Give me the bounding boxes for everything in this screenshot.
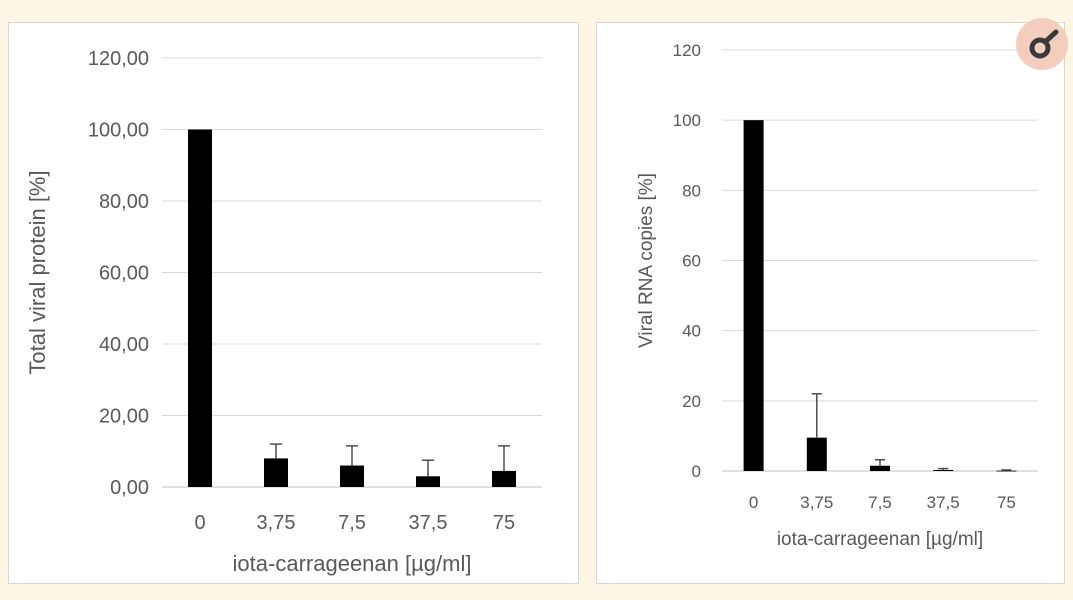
bar — [264, 458, 288, 487]
y-tick-label: 100 — [673, 111, 701, 130]
chart-panel-rna: 0 20 40 60 80 100 120 0 3,75 7,5 37,5 75 iota-carrag… — [596, 22, 1065, 584]
x-tick-label: 7,5 — [338, 512, 366, 534]
y-axis-title: Viral RNA copies [%] — [636, 173, 657, 348]
y-tick-label: 80 — [682, 181, 701, 200]
x-tick-label: 7,5 — [868, 493, 892, 512]
y-tick-label: 40,00 — [99, 334, 149, 356]
y-tick-label: 40 — [682, 322, 701, 341]
y-tick-label: 120,00 — [88, 48, 149, 70]
y-tick-label: 60,00 — [99, 263, 149, 285]
x-tick-label: 37,5 — [409, 512, 448, 534]
bar — [492, 470, 516, 487]
y-tick-label: 0 — [692, 462, 701, 481]
x-axis-title: iota-carrageenan [µg/ml] — [777, 529, 983, 550]
x-tick-label: 3,75 — [257, 512, 296, 534]
y-tick-label: 120 — [673, 41, 701, 60]
x-axis-title: iota-carrageenan [µg/ml] — [233, 551, 472, 576]
bar — [340, 465, 364, 487]
y-tick-label: 60 — [682, 251, 701, 270]
x-tick-label: 3,75 — [800, 493, 833, 512]
x-tick-label: 75 — [493, 512, 515, 534]
y-tick-label: 100,00 — [88, 120, 149, 142]
journal-logo-icon — [1016, 18, 1068, 70]
y-tick-label: 80,00 — [99, 191, 149, 213]
y-tick-label: 20 — [682, 392, 701, 411]
x-tick-label: 75 — [997, 493, 1016, 512]
x-tick-label: 0 — [749, 493, 758, 512]
x-tick-label: 37,5 — [927, 493, 960, 512]
chart-panel-protein: 0,00 20,00 40,00 60,00 80,00 100,00 120,00 0 3,7… — [8, 22, 579, 584]
chart-rna: 0 20 40 60 80 100 120 0 3,75 7,5 37,5 75 iota-carrag… — [636, 41, 1038, 550]
bar — [806, 437, 827, 471]
bar — [870, 465, 890, 471]
bar — [743, 120, 764, 472]
bar — [416, 476, 440, 487]
y-tick-label: 0,00 — [110, 477, 149, 499]
bar — [996, 470, 1017, 472]
y-tick-label: 20,00 — [99, 406, 149, 428]
x-tick-label: 0 — [194, 512, 205, 534]
y-axis-title: Total viral protein [%] — [25, 170, 50, 374]
chart-protein: 0,00 20,00 40,00 60,00 80,00 100,00 120,00 0 3,7… — [25, 48, 542, 576]
bar — [933, 469, 954, 471]
bar — [188, 129, 212, 487]
